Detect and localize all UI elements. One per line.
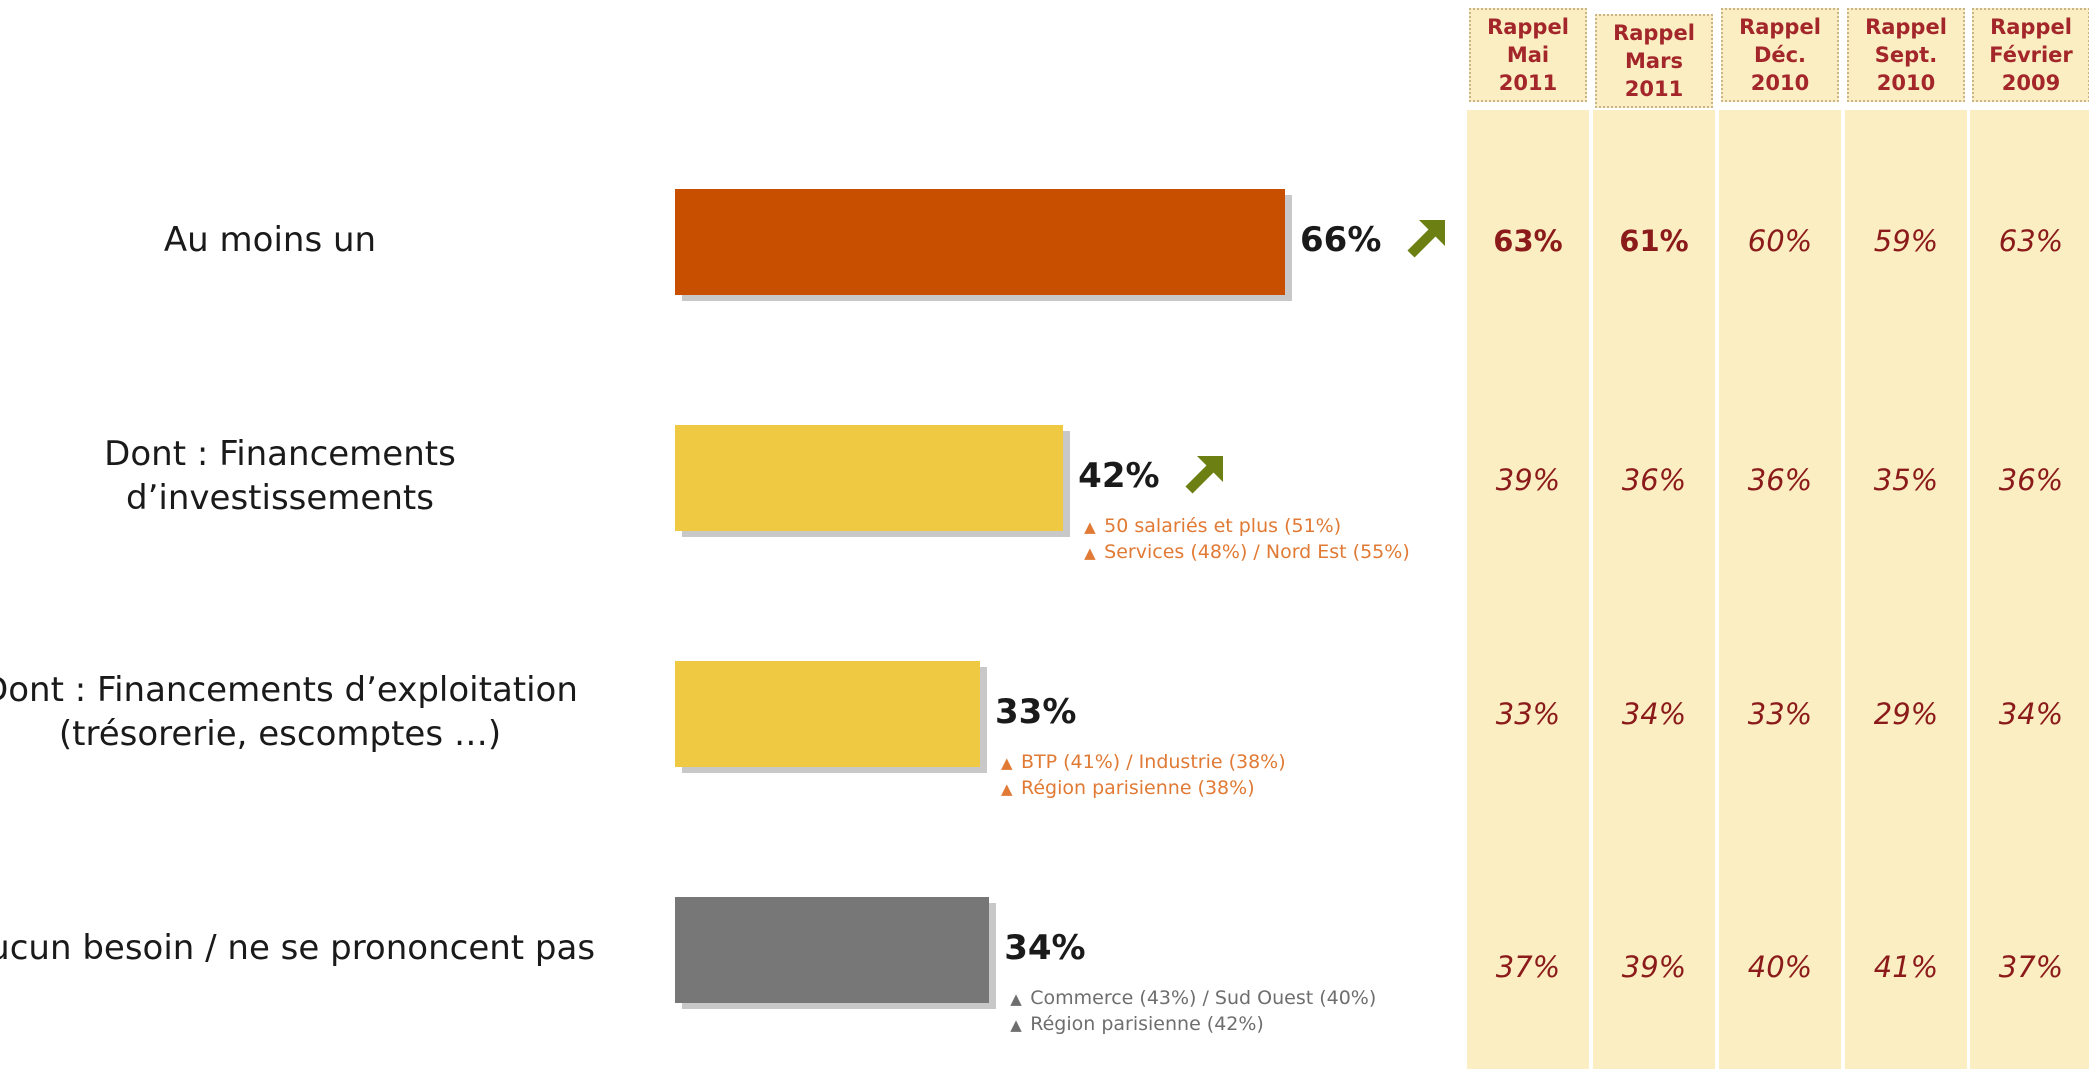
recall-value: 39% [1495,463,1561,497]
recall-value: 34% [1621,697,1687,731]
recall-value: 35% [1873,463,1939,497]
triangle-up-icon: ▲ [1084,544,1096,562]
significance-note: ▲ BTP (41%) / Industrie (38%) [1001,751,1286,773]
recall-value: 59% [1873,224,1939,258]
recall-column-header: Rappel Déc. 2010 [1721,8,1839,102]
significance-note-text: BTP (41%) / Industrie (38%) [1021,751,1286,773]
triangle-up-icon: ▲ [1010,1016,1022,1034]
recall-value: 36% [1998,463,2064,497]
category-label: Au moins un [0,218,620,262]
triangle-up-icon: ▲ [1084,518,1096,536]
recall-value: 41% [1873,950,1939,984]
bar [675,661,980,767]
recall-column [1845,110,1967,1069]
category-label-line: d’investissements [126,478,434,518]
category-label-line: Dont : Financements d’exploitation [0,670,578,710]
recall-column-header-line: Déc. [1753,43,1807,67]
recall-column-header-line: 2010 [1876,71,1936,95]
recall-column-header-line: Sept. [1874,43,1938,67]
significance-note-text: Région parisienne (42%) [1030,1013,1264,1035]
recall-value: 36% [1747,463,1813,497]
category-label-line: (trésorerie, escomptes …) [58,714,502,754]
significance-note: ▲ Région parisienne (42%) [1010,1013,1264,1035]
significance-note-text: 50 salariés et plus (51%) [1104,515,1342,537]
significance-note: ▲ Services (48%) / Nord Est (55%) [1084,541,1410,563]
recall-column [1970,110,2089,1069]
recall-column-header-line: Rappel [1613,21,1695,45]
significance-note: ▲ 50 salariés et plus (51%) [1084,515,1341,537]
recall-column-header-line: Février [1989,43,2073,67]
significance-note: ▲ Région parisienne (38%) [1001,777,1255,799]
significance-note-text: Commerce (43%) / Sud Ouest (40%) [1030,987,1377,1009]
recall-column-header-line: Rappel [1739,15,1821,39]
recall-value: 40% [1747,950,1813,984]
recall-column-header-line: Mars [1625,49,1683,73]
bar [675,425,1064,531]
recall-value: 61% [1619,224,1689,258]
significance-note: ▲ Commerce (43%) / Sud Ouest (40%) [1010,987,1376,1009]
bar-value-label: 42% [1078,456,1160,496]
recall-value: 37% [1998,950,2064,984]
recall-column-header-line: 2011 [1624,77,1684,101]
recall-column [1593,110,1715,1069]
recall-value: 37% [1495,950,1561,984]
recall-value: 34% [1998,697,2064,731]
category-label-line: Dont : Financements [104,434,456,474]
bar-value-label: 33% [995,692,1077,732]
recall-column-header-line: Rappel [1487,15,1569,39]
triangle-up-icon: ▲ [1001,780,1013,798]
bar-value-label: 34% [1004,928,1086,968]
arrow-up-right-icon [1183,452,1227,496]
bar-value-label: 66% [1300,220,1382,260]
recall-value: 60% [1747,224,1813,258]
recall-value: 29% [1873,697,1939,731]
recall-column-header: Rappel Sept. 2010 [1847,8,1965,102]
triangle-up-icon: ▲ [1010,990,1022,1008]
recall-column-header-line: Rappel [1990,15,2072,39]
recall-value: 63% [1998,224,2064,258]
recall-value: 33% [1747,697,1813,731]
bar [675,189,1285,295]
recall-column-header: Rappel Mars 2011 [1595,14,1713,108]
recall-column-header-line: Rappel [1865,15,1947,39]
recall-column [1719,110,1841,1069]
significance-note-text: Services (48%) / Nord Est (55%) [1104,541,1410,563]
recall-value: 63% [1493,224,1563,258]
triangle-up-icon: ▲ [1001,754,1013,772]
recall-column-header-line: 2009 [2001,71,2061,95]
recall-column-header-line: 2010 [1750,71,1810,95]
recall-column-header-line: Mai [1506,43,1550,67]
recall-value: 36% [1621,463,1687,497]
recall-column-header-line: 2011 [1498,71,1558,95]
category-label-line: Au moins un [163,220,377,260]
recall-column-header: Rappel Mai 2011 [1469,8,1587,102]
category-label: Aucun besoin / ne se prononcent pas [0,926,630,970]
category-label: Dont : Financements d’investissements [0,432,630,520]
category-label: Dont : Financements d’exploitation (tréso… [0,668,630,756]
recall-column-header: Rappel Février 2009 [1972,8,2089,102]
recall-value: 39% [1621,950,1687,984]
arrow-up-right-icon [1405,216,1449,260]
significance-note-text: Région parisienne (38%) [1021,777,1255,799]
category-label-line: Aucun besoin / ne se prononcent pas [0,928,596,968]
bar [675,897,990,1003]
recall-value: 33% [1495,697,1561,731]
recall-column [1467,110,1589,1069]
